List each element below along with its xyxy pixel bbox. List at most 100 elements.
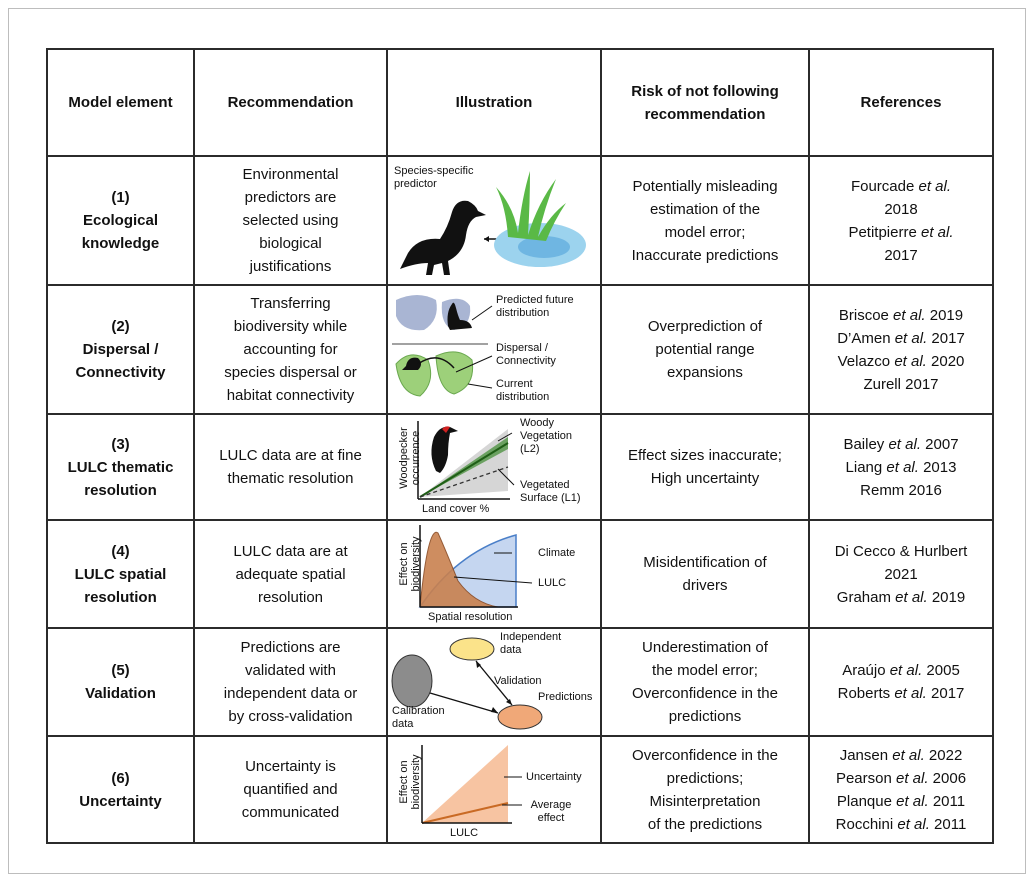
illustration-label: Validation — [494, 675, 542, 687]
illustration-label: Dispersal / Connectivity — [496, 342, 556, 367]
illustration-label: Current distribution — [496, 378, 550, 403]
illustration-cell: Predicted future distribution Dispersal … — [386, 284, 602, 415]
illustration-label: Predictions — [538, 691, 593, 703]
reference-line: Jansen et al. 2022 — [810, 744, 992, 767]
reference-text: 2006 — [928, 769, 967, 787]
reference-line: 2018 — [810, 198, 992, 221]
reference-text: 2019 — [925, 306, 964, 324]
pointer — [497, 468, 515, 486]
text-line: independent data or — [223, 685, 358, 702]
header-cell: Illustration — [386, 48, 602, 157]
uncertainty-wedge — [420, 429, 508, 497]
text-line: Overconfidence in the — [632, 746, 778, 764]
snail — [402, 357, 421, 370]
reference-text: Briscoe — [838, 306, 894, 324]
woodpecker — [431, 426, 458, 473]
dispersal-arrow — [417, 357, 455, 369]
element-name: LULC spatial resolution — [74, 565, 167, 606]
illustration-label: Climate — [538, 547, 576, 559]
text-line: species dispersal or — [224, 364, 357, 381]
reference-line: Petitpierre et al. — [810, 221, 992, 244]
pointer — [471, 305, 493, 321]
references: Briscoe et al. 2019 D’Amen et al. 2017 Vel… — [808, 284, 994, 415]
recommendation-table: Model element Recommendation Illustration R… — [46, 48, 994, 844]
x-axis-label: LULC — [450, 827, 479, 839]
text-line: expansions — [667, 364, 743, 381]
risk: Underestimation of the model error; Overco… — [600, 627, 810, 737]
text-line: Inaccurate predictions — [631, 246, 779, 264]
model-element: (1) Ecological knowledge — [46, 155, 195, 286]
reference-text: Rocchini — [835, 815, 898, 833]
table-body: (1) Ecological knowledge Environmental pred… — [46, 155, 994, 844]
model-element: (2) Dispersal / Connectivity — [46, 284, 195, 415]
text-line: estimation of the — [649, 200, 761, 218]
illustration-label: Calibration data — [392, 705, 445, 730]
illustration-cell: Woodpecker occurrence Woody Vegetation (… — [386, 413, 602, 521]
reference-text: et al. — [886, 458, 919, 476]
reference-text: Bailey — [843, 435, 889, 453]
text-line: selected using — [242, 212, 339, 229]
reference-text: et al. — [897, 815, 930, 833]
illustration-label: LULC — [538, 577, 567, 589]
text-line: Transferring — [250, 295, 331, 312]
illustration — [400, 171, 586, 275]
text-line: accounting for — [243, 341, 338, 358]
references: Araújo et al. 2005 Roberts et al. 2017 — [808, 627, 994, 737]
illustration — [418, 525, 533, 608]
illustration-label: Independent data — [500, 631, 562, 656]
reference-text: 2013 — [918, 458, 957, 476]
text-line: Predictions are — [240, 639, 341, 656]
current-range — [395, 354, 432, 397]
vegetated-line — [419, 466, 509, 498]
table-row: (2) Dispersal / Connectivity Transferring b… — [46, 284, 994, 415]
element-name: Uncertainty — [79, 792, 162, 810]
text-line: Effect sizes inaccurate; — [628, 447, 782, 464]
reference-text: Petitpierre — [848, 223, 921, 241]
x-axis-label: Land cover % — [422, 503, 490, 515]
illustration-label: Species-specific predictor — [394, 165, 474, 190]
header-cell: Risk of not following recommendation — [600, 48, 810, 157]
reference-text: Planque — [836, 792, 897, 810]
text-line: LULC data are at — [233, 542, 348, 560]
references: Fourcade et al. 2018 Petitpierre et al. 201… — [808, 155, 994, 286]
illustration-label: Vegetated Surface (L1) — [520, 479, 581, 504]
grass — [496, 171, 566, 241]
y-axis-label: Effect on biodiversity — [398, 536, 422, 592]
reference-text: et al. — [894, 329, 928, 347]
recommendation: Environmental predictors are selected usin… — [193, 155, 388, 286]
risk: Overconfidence in the predictions; Misinte… — [600, 735, 810, 844]
text-line: Misinterpretation — [649, 792, 761, 810]
text-line: Underestimation of — [642, 639, 768, 656]
illustration-cell: Effect on biodiversity Climate LULC Spat… — [386, 519, 602, 629]
reference-text: Graham — [836, 588, 896, 606]
text-line: Misidentification of — [643, 554, 767, 571]
pointer — [455, 355, 493, 373]
reference-text: et al. — [895, 769, 929, 787]
references: Jansen et al. 2022 Pearson et al. 2006 Pla… — [808, 735, 994, 844]
illustration-cell: Independent data Validation Predictions … — [386, 627, 602, 737]
reference-line: Liang et al. 2013 — [810, 456, 992, 479]
element-number: (2) — [111, 318, 130, 335]
reference-line: Graham et al. 2019 — [810, 586, 992, 609]
text-line: validated with — [245, 662, 336, 679]
reference-text: Liang — [845, 458, 887, 476]
pointer — [467, 383, 493, 389]
element-name: Dispersal / Connectivity — [75, 341, 166, 381]
reference-text: Roberts — [837, 685, 895, 702]
reference-text: 2019 — [927, 588, 966, 606]
recommendation: LULC data are at fine thematic resolution — [193, 413, 388, 521]
reference-text: et al. — [892, 746, 925, 764]
header-row: Model element Recommendation Illustration R… — [46, 48, 994, 157]
reference-text: et al. — [894, 685, 927, 702]
recommendation: Predictions are validated with independent… — [193, 627, 388, 737]
text-line: habitat connectivity — [226, 387, 355, 404]
text-line: by cross-validation — [228, 708, 353, 725]
header-cell: References — [808, 48, 994, 157]
recommendation: Uncertainty is quantified and communicated — [193, 735, 388, 844]
text-line: Potentially misleading — [632, 177, 778, 195]
risk: Misidentification of drivers — [600, 519, 810, 629]
reference-text: Velazco — [837, 352, 895, 370]
arrow — [475, 660, 513, 706]
reference-line: Bailey et al. 2007 — [810, 433, 992, 456]
table-row: (5) Validation Predictions are validated wi… — [46, 627, 994, 737]
